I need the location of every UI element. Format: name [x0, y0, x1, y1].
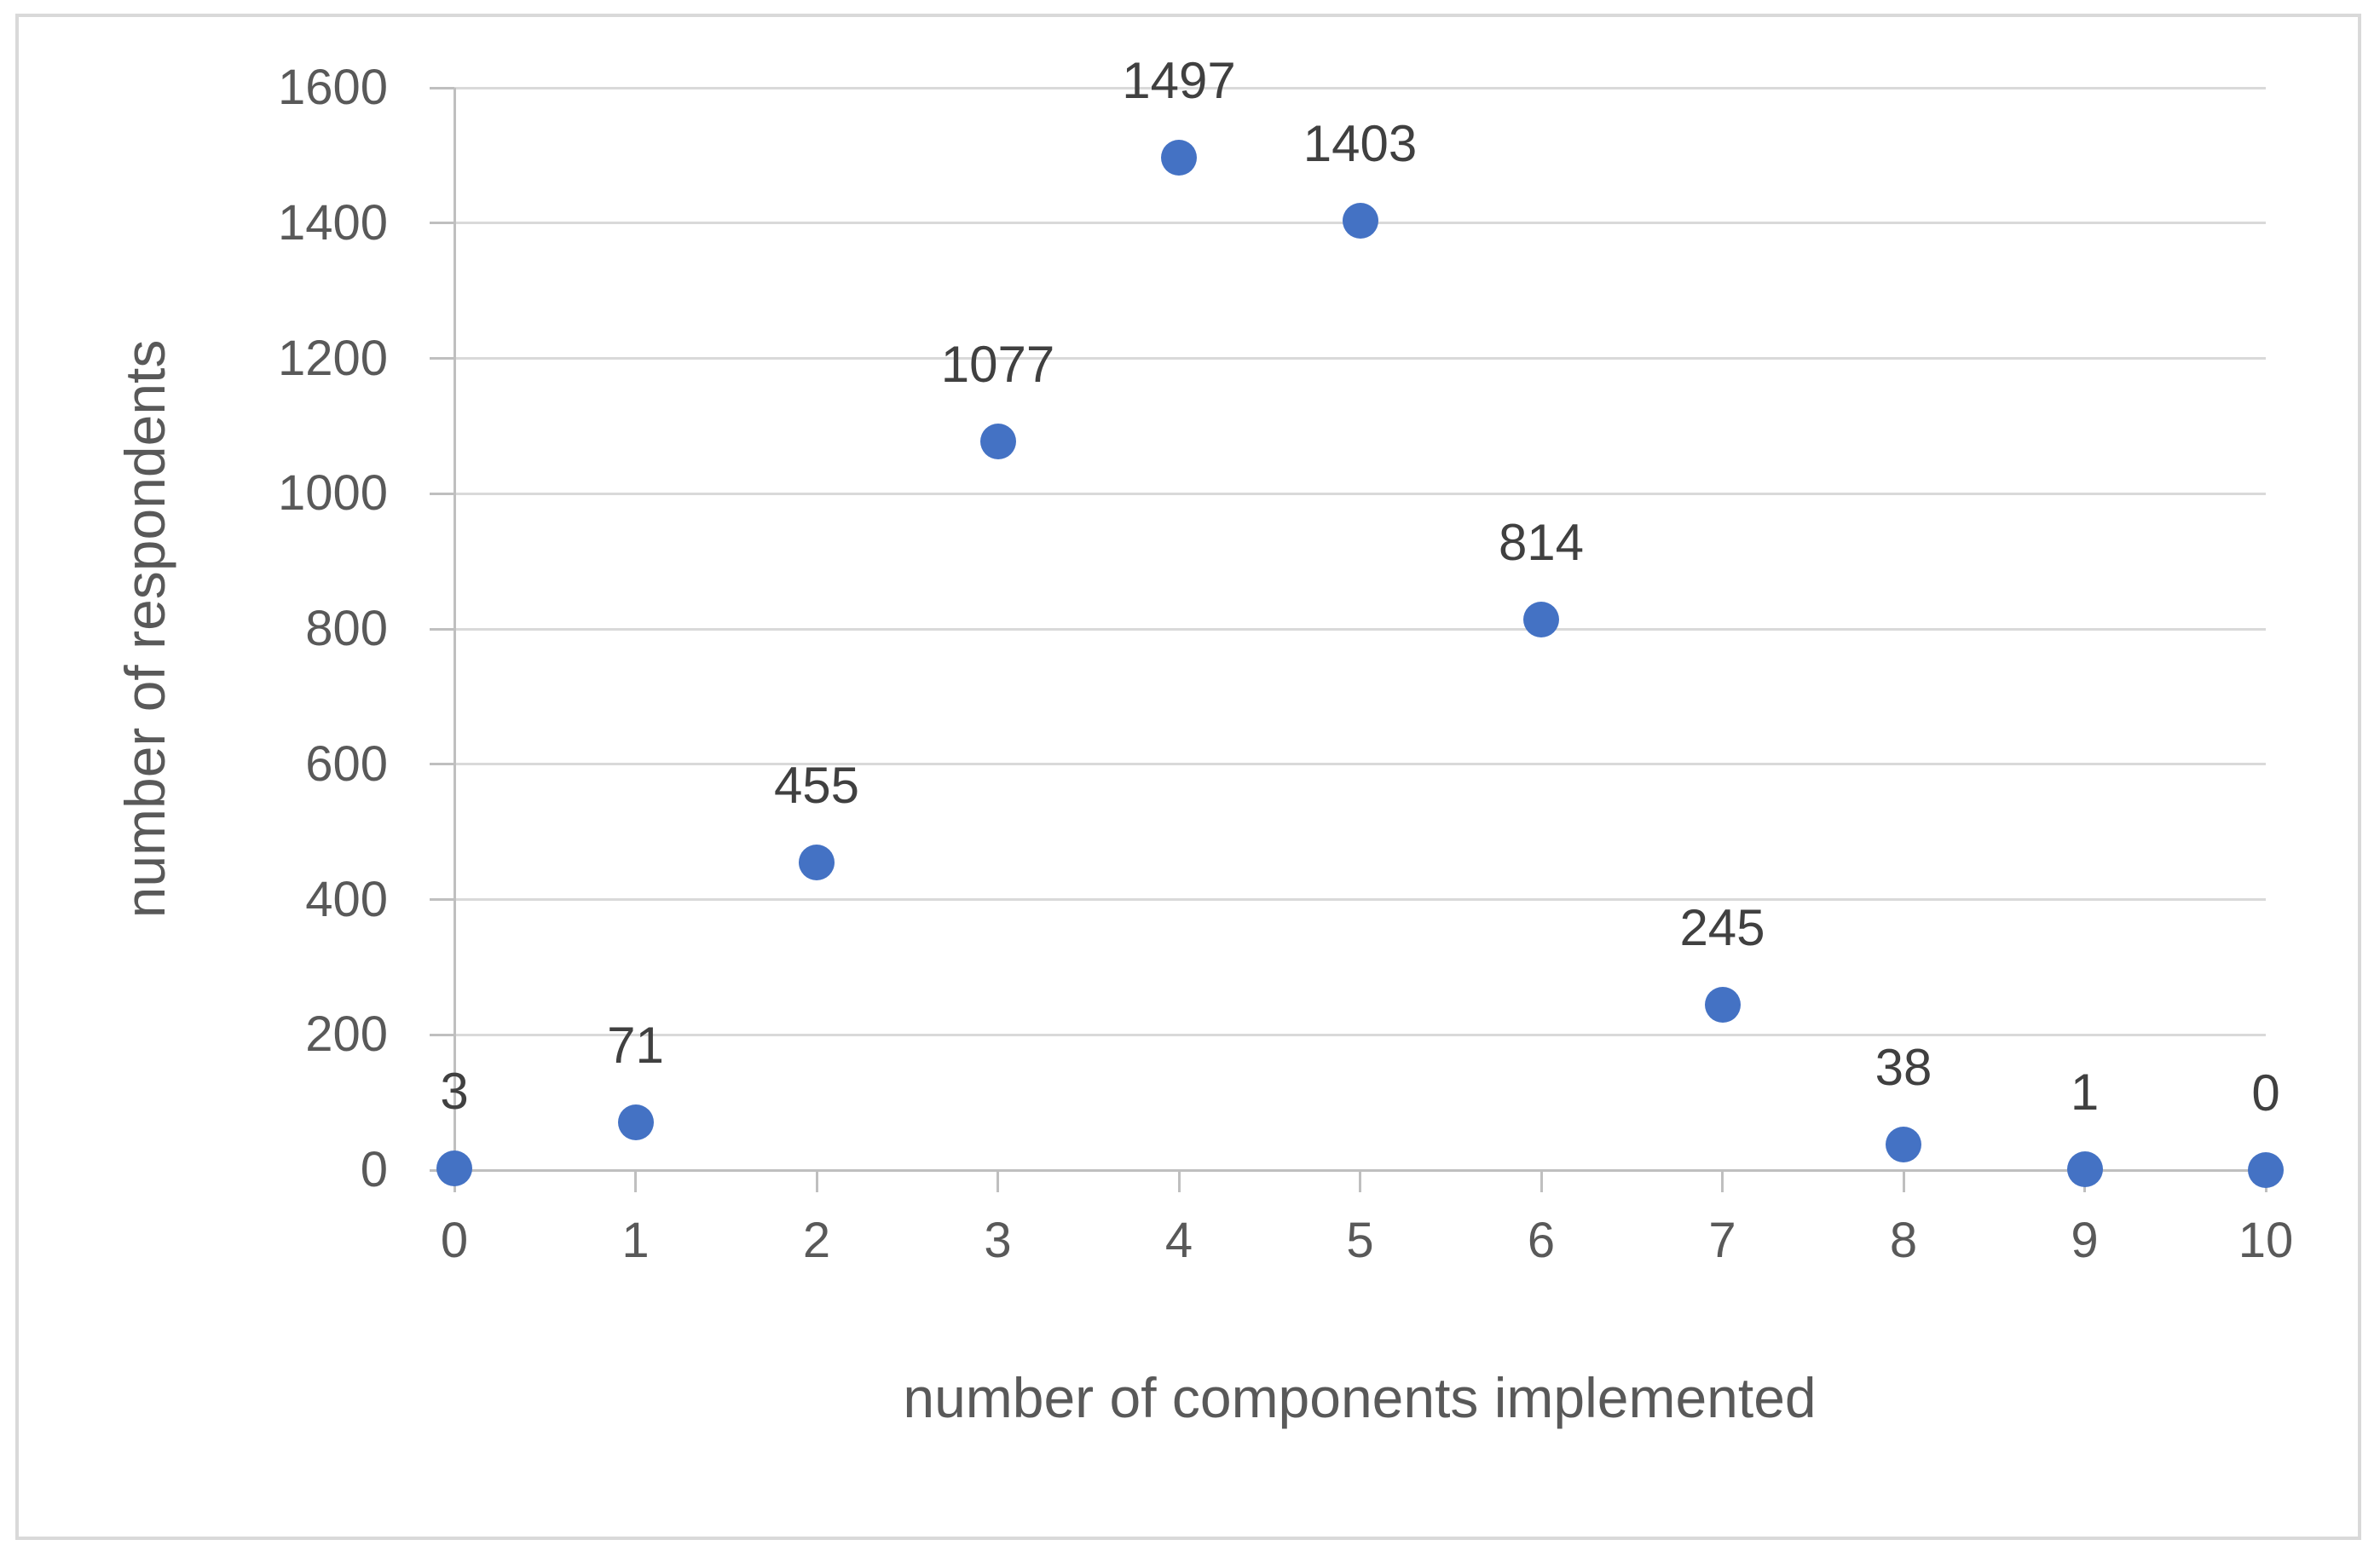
- data-label: 1077: [940, 336, 1055, 394]
- x-tick-label: 2: [802, 1213, 831, 1268]
- y-tick-mark: [430, 222, 454, 225]
- data-point: [979, 424, 1016, 460]
- data-label: 71: [607, 1016, 664, 1074]
- x-tick-label: 5: [1346, 1213, 1374, 1268]
- y-tick-label: 400: [305, 871, 388, 927]
- y-tick-label: 600: [305, 735, 388, 792]
- data-point: [436, 1150, 472, 1186]
- y-tick-mark: [430, 357, 454, 360]
- chart-border: [15, 14, 2361, 1540]
- x-tick-label: 0: [440, 1213, 469, 1268]
- y-tick-label: 1400: [277, 194, 388, 251]
- x-axis-line: [454, 1168, 2266, 1172]
- data-label: 1: [2070, 1064, 2100, 1122]
- y-gridline: [454, 627, 2266, 631]
- y-tick-mark: [430, 1033, 454, 1036]
- y-axis-title: number of respondents: [113, 339, 176, 919]
- x-tick-mark: [815, 1171, 818, 1192]
- data-label: 0: [2251, 1064, 2280, 1122]
- y-tick-label: 1600: [277, 60, 388, 115]
- y-tick-mark: [430, 763, 454, 766]
- data-point: [1704, 986, 1741, 1023]
- data-point: [617, 1104, 654, 1140]
- data-point: [1886, 1126, 1921, 1162]
- x-tick-label: 9: [2071, 1213, 2099, 1268]
- x-tick-mark: [1359, 1171, 1361, 1192]
- y-axis-line: [453, 88, 456, 1177]
- y-tick-label: 200: [305, 1006, 388, 1063]
- x-tick-label: 4: [1164, 1213, 1193, 1268]
- x-tick-label: 1: [621, 1213, 650, 1268]
- data-label: 3: [440, 1062, 469, 1120]
- y-tick-label: 0: [360, 1142, 388, 1197]
- y-tick-label: 1200: [277, 330, 388, 386]
- data-point: [2248, 1152, 2284, 1188]
- data-point: [799, 844, 835, 880]
- data-point: [1523, 601, 1559, 637]
- x-tick-mark: [1177, 1171, 1181, 1192]
- x-tick-mark: [634, 1171, 637, 1192]
- x-tick-label: 7: [1708, 1213, 1736, 1268]
- y-tick-mark: [430, 86, 454, 89]
- x-tick-mark: [996, 1171, 999, 1192]
- y-tick-label: 800: [305, 601, 388, 656]
- y-tick-mark: [430, 627, 454, 631]
- data-label: 814: [1498, 513, 1585, 571]
- x-tick-label: 6: [1527, 1213, 1556, 1268]
- data-label: 1497: [1122, 51, 1236, 109]
- data-label: 38: [1875, 1038, 1932, 1096]
- x-tick-label: 8: [1889, 1213, 1918, 1268]
- x-tick-mark: [1539, 1171, 1543, 1192]
- x-axis-title: number of components implemented: [903, 1366, 1817, 1429]
- y-gridline: [454, 898, 2266, 901]
- data-label: 455: [773, 756, 860, 814]
- y-tick-label: 1000: [277, 465, 388, 522]
- y-tick-mark: [430, 898, 454, 901]
- y-tick-mark: [430, 492, 454, 495]
- data-point: [1161, 139, 1197, 176]
- y-gridline: [454, 763, 2266, 766]
- x-tick-mark: [1902, 1171, 1905, 1192]
- x-tick-label: 10: [2238, 1213, 2294, 1268]
- data-label: 1403: [1303, 115, 1418, 173]
- y-gridline: [454, 357, 2266, 360]
- y-gridline: [454, 86, 2266, 89]
- x-tick-mark: [1721, 1171, 1724, 1192]
- y-gridline: [454, 1033, 2266, 1036]
- data-point: [1342, 203, 1378, 239]
- y-gridline: [454, 492, 2266, 495]
- data-point: [2066, 1151, 2103, 1188]
- x-tick-label: 3: [984, 1213, 1012, 1268]
- data-label: 245: [1679, 898, 1765, 956]
